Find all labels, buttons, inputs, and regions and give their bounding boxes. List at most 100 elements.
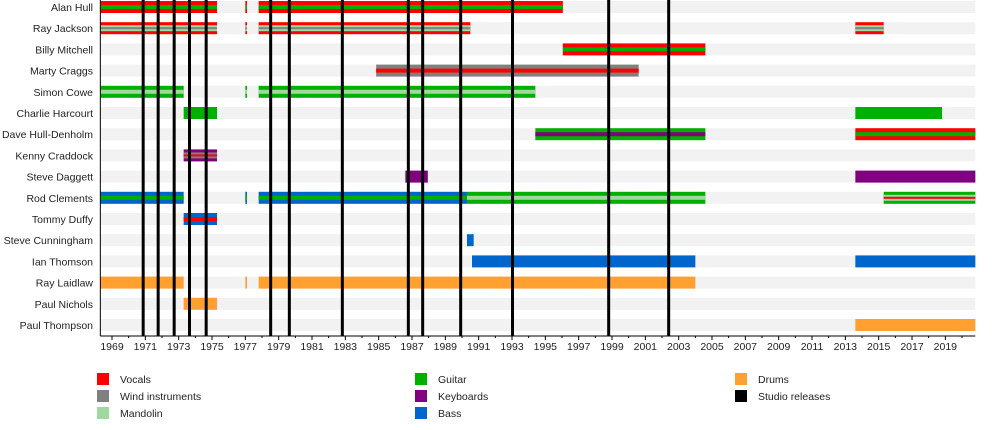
guitar-band (855, 107, 943, 119)
member-label: Marty Craggs (30, 66, 93, 78)
legend-item-vocals: Vocals (97, 373, 151, 386)
vocals-band (183, 217, 218, 221)
row-background (100, 170, 976, 183)
legend-label: Drums (758, 374, 789, 386)
guitar-band (258, 195, 468, 200)
row-background (100, 234, 976, 247)
studio-release-lines (141, 0, 671, 336)
member-period-bar (245, 276, 248, 289)
legend-swatch (97, 390, 109, 402)
axis-tick-label: 1969 (100, 341, 124, 353)
legend-label: Studio releases (758, 391, 830, 403)
axis-tick-label: 1987 (400, 341, 424, 353)
legend-swatch (415, 407, 427, 419)
legend-swatch (735, 390, 747, 402)
member-label: Billy Mitchell (35, 44, 93, 56)
legend-label: Bass (438, 408, 461, 420)
legend-item-guitar: Guitar (415, 373, 467, 386)
row-background (100, 213, 976, 225)
row-background (100, 319, 976, 331)
legend-swatch (415, 373, 427, 385)
axis-tick-label: 1983 (334, 341, 358, 353)
member-label: Charlie Harcourt (17, 108, 94, 120)
guitar-band (562, 47, 706, 52)
bass-band (472, 255, 696, 268)
legend-item-drums: Drums (735, 373, 789, 386)
member-period-bar (258, 276, 696, 289)
member-labels: Alan Hull Ray Jackson Billy Mitchell Marty … (2, 2, 94, 332)
axis-tick-label: 1973 (167, 341, 191, 353)
legend-item-keyboards: Keyboards (415, 390, 488, 403)
member-label: Rod Clements (26, 193, 93, 205)
member-period-bar (258, 85, 536, 98)
legend-label: Mandolin (120, 408, 163, 420)
legend-label: Wind instruments (120, 391, 201, 403)
member-period-bar (562, 43, 706, 56)
vocals-band (183, 154, 218, 157)
guitar-band (855, 132, 976, 137)
member-label: Tommy Duffy (32, 214, 94, 226)
member-label: Dave Hull-Denholm (2, 129, 93, 141)
axis-tick-label: 1971 (134, 341, 158, 353)
legend-swatch (97, 373, 109, 385)
member-period-bar (376, 64, 639, 77)
mandolin-band (245, 89, 248, 94)
legend-item-releases: Studio releases (735, 390, 830, 403)
axis-tick-label: 2007 (734, 341, 758, 353)
member-period-bar (245, 22, 248, 35)
member-period-bar (258, 1, 563, 13)
legend: Vocals Wind instruments Mandolin Guitar Keyb… (97, 373, 830, 420)
drums-band (855, 319, 976, 331)
member-label: Ray Jackson (33, 23, 93, 35)
axis-tick-label: 2009 (767, 341, 791, 353)
member-period-bar (245, 1, 248, 13)
row-background (100, 149, 976, 162)
member-period-bar (183, 107, 218, 119)
member-period-bar (855, 22, 884, 35)
row-background (100, 107, 976, 119)
member-period-bar (245, 191, 248, 204)
drums-band (245, 276, 248, 289)
axis-tick-label: 2011 (801, 341, 824, 353)
member-label: Kenny Craddock (15, 150, 93, 162)
member-period-bar (183, 149, 218, 162)
axis-tick-label: 2001 (634, 341, 658, 353)
mandolin-band (258, 89, 536, 94)
member-period-bar (855, 128, 976, 141)
axis-tick-label: 2003 (667, 341, 691, 353)
axis-tick-label: 1979 (267, 341, 291, 353)
axis-tick-label: 1993 (500, 341, 524, 353)
vocals-band (376, 68, 639, 73)
member-period-bar (855, 170, 976, 183)
keyboards-band (535, 132, 706, 137)
member-period-bar (467, 191, 706, 204)
member-period-bar (258, 191, 468, 204)
bass-band (467, 234, 474, 247)
drums-band (258, 276, 696, 289)
member-period-bar (855, 107, 943, 119)
axis-tick-label: 1989 (434, 341, 458, 353)
legend-item-bass: Bass (415, 407, 461, 420)
axis-tick-label: 1999 (600, 341, 624, 353)
guitar-band (258, 5, 563, 9)
row-background (100, 297, 976, 310)
axis-tick-label: 2019 (934, 341, 958, 353)
guitar-band (245, 5, 248, 9)
row-background (100, 85, 976, 98)
drums-band (183, 297, 218, 310)
legend-label: Vocals (120, 374, 151, 386)
member-label: Paul Thompson (20, 320, 94, 332)
member-label: Steve Cunningham (4, 235, 94, 247)
member-label: Simon Cowe (33, 87, 93, 99)
axis-tick-label: 2015 (867, 341, 891, 353)
member-period-bar (855, 319, 976, 331)
member-period-bar (467, 234, 474, 247)
row-background (100, 43, 976, 56)
member-label: Ian Thomson (32, 256, 93, 268)
wind-band (245, 27, 248, 30)
member-period-bar (245, 85, 248, 98)
axis-tick-label: 1991 (467, 341, 491, 353)
member-label: Alan Hull (51, 2, 93, 14)
member-period-bar (883, 191, 976, 204)
member-period-bar (183, 213, 218, 225)
